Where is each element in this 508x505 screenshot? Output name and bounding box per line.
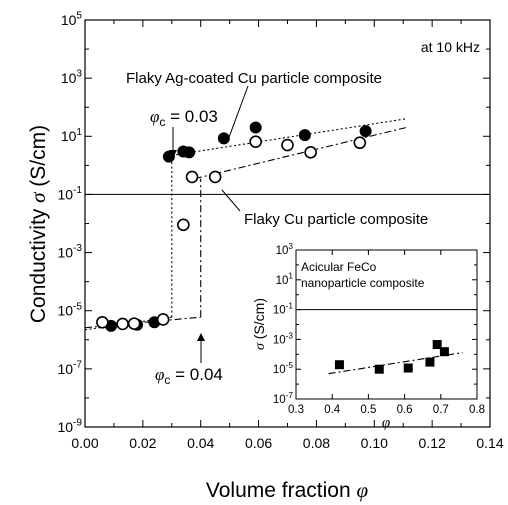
inset-y-tick-label: 103 <box>276 242 294 257</box>
frequency-label: at 10 kHz <box>421 39 480 55</box>
main-x-tick-label: 0.10 <box>361 435 388 451</box>
main-series1-point <box>359 125 372 138</box>
inset-y-tick-label: 10-1 <box>273 301 294 316</box>
main-series2-point <box>177 218 190 232</box>
main-series2-point <box>127 317 141 330</box>
series2-label: Flaky Cu particle composite <box>244 211 428 228</box>
inset-title-line1: Acicular FeCo <box>301 260 377 274</box>
main-series1-point <box>298 129 311 142</box>
inset-x-tick-label: 0.7 <box>433 404 449 416</box>
main-y-tick-label: 10-7 <box>57 359 82 376</box>
inset-x-tick-label: 0.8 <box>469 404 485 416</box>
main-series2-point <box>116 317 129 331</box>
main-series1-point <box>183 146 196 159</box>
inset-y-tick-label: 10-3 <box>273 331 294 346</box>
inset-data-points <box>334 340 449 374</box>
inset-y-axis-label: σ (S/cm) <box>251 298 268 350</box>
y-axis-label: Conductivity σ (S/cm) <box>26 125 50 323</box>
main-data-points <box>96 121 372 332</box>
main-series1-point <box>217 132 230 145</box>
main-y-tick-label: 103 <box>61 69 83 86</box>
inset-y-tick-label: 10-7 <box>273 391 294 406</box>
main-x-ticks: 0.00 0.02 0.04 0.06 0.08 0.10 0.12 0.14 <box>71 20 504 451</box>
main-y-tick-label: 10-1 <box>57 185 82 202</box>
main-x-tick-label: 0.14 <box>476 435 503 451</box>
inset-title-line2: nanoparticle composite <box>301 276 425 290</box>
inset-x-tick-label: 0.5 <box>360 404 376 416</box>
inset-x-tick-label: 0.3 <box>288 404 304 416</box>
inset-y-tick-label: 101 <box>276 272 294 287</box>
inset-x-ticks: 0.3 0.4 0.5 0.6 0.7 0.8 <box>288 250 485 416</box>
phic2-arrowhead <box>197 333 205 341</box>
main-series2-point <box>185 170 199 184</box>
main-series2-point <box>249 135 262 149</box>
phic1-arrowhead <box>169 150 177 158</box>
inset-series1-point <box>425 357 435 367</box>
main-y-tick-label: 101 <box>61 127 83 144</box>
main-series1-point <box>249 121 262 134</box>
main-series2-point <box>208 170 222 184</box>
main-y-ticks: 10-9 10-7 10-5 10-3 10-1 101 103 105 <box>57 11 490 435</box>
inset-y-tick-label: 10-5 <box>273 361 294 376</box>
main-series2-point <box>96 315 109 329</box>
inset-series1-point <box>432 340 442 350</box>
main-x-tick-label: 0.06 <box>245 435 272 451</box>
phic1-label: φc = 0.03 <box>150 107 218 129</box>
x-axis-label: Volume fraction φ <box>206 478 369 502</box>
inset-series1-point <box>374 364 384 374</box>
main-y-tick-label: 10-9 <box>57 418 82 435</box>
main-x-tick-label: 0.04 <box>187 435 214 451</box>
main-x-tick-label: 0.02 <box>129 435 156 451</box>
inset-series1-point <box>439 347 449 357</box>
phic2-label: φc = 0.04 <box>155 365 223 387</box>
inset-series1-point <box>334 360 344 370</box>
main-fit-line <box>171 118 407 156</box>
inset-y-ticks: 10-7 10-5 10-3 10-1 101 103 <box>273 242 477 406</box>
inset-x-axis-label: φ <box>382 415 390 431</box>
main-y-tick-label: 10-5 <box>57 301 82 318</box>
series2-leader <box>221 189 241 212</box>
main-series2-point <box>353 136 367 150</box>
main-series2-point <box>304 146 317 159</box>
inset-plot-frame <box>295 249 478 400</box>
main-fit-line <box>194 126 407 180</box>
main-x-tick-label: 0.08 <box>303 435 330 451</box>
inset-series1-point <box>403 363 413 373</box>
main-y-tick-label: 105 <box>61 11 83 28</box>
main-x-tick-label: 0.12 <box>419 435 446 451</box>
main-x-tick-label: 0.00 <box>71 435 98 451</box>
main-series2-point <box>156 313 170 326</box>
series1-leader <box>227 85 249 141</box>
series1-label: Flaky Ag-coated Cu particle composite <box>126 70 382 87</box>
main-y-tick-label: 10-3 <box>57 243 82 260</box>
inset-x-tick-label: 0.4 <box>324 404 341 416</box>
inset-x-tick-label: 0.6 <box>397 404 413 416</box>
main-series2-point <box>281 138 294 152</box>
